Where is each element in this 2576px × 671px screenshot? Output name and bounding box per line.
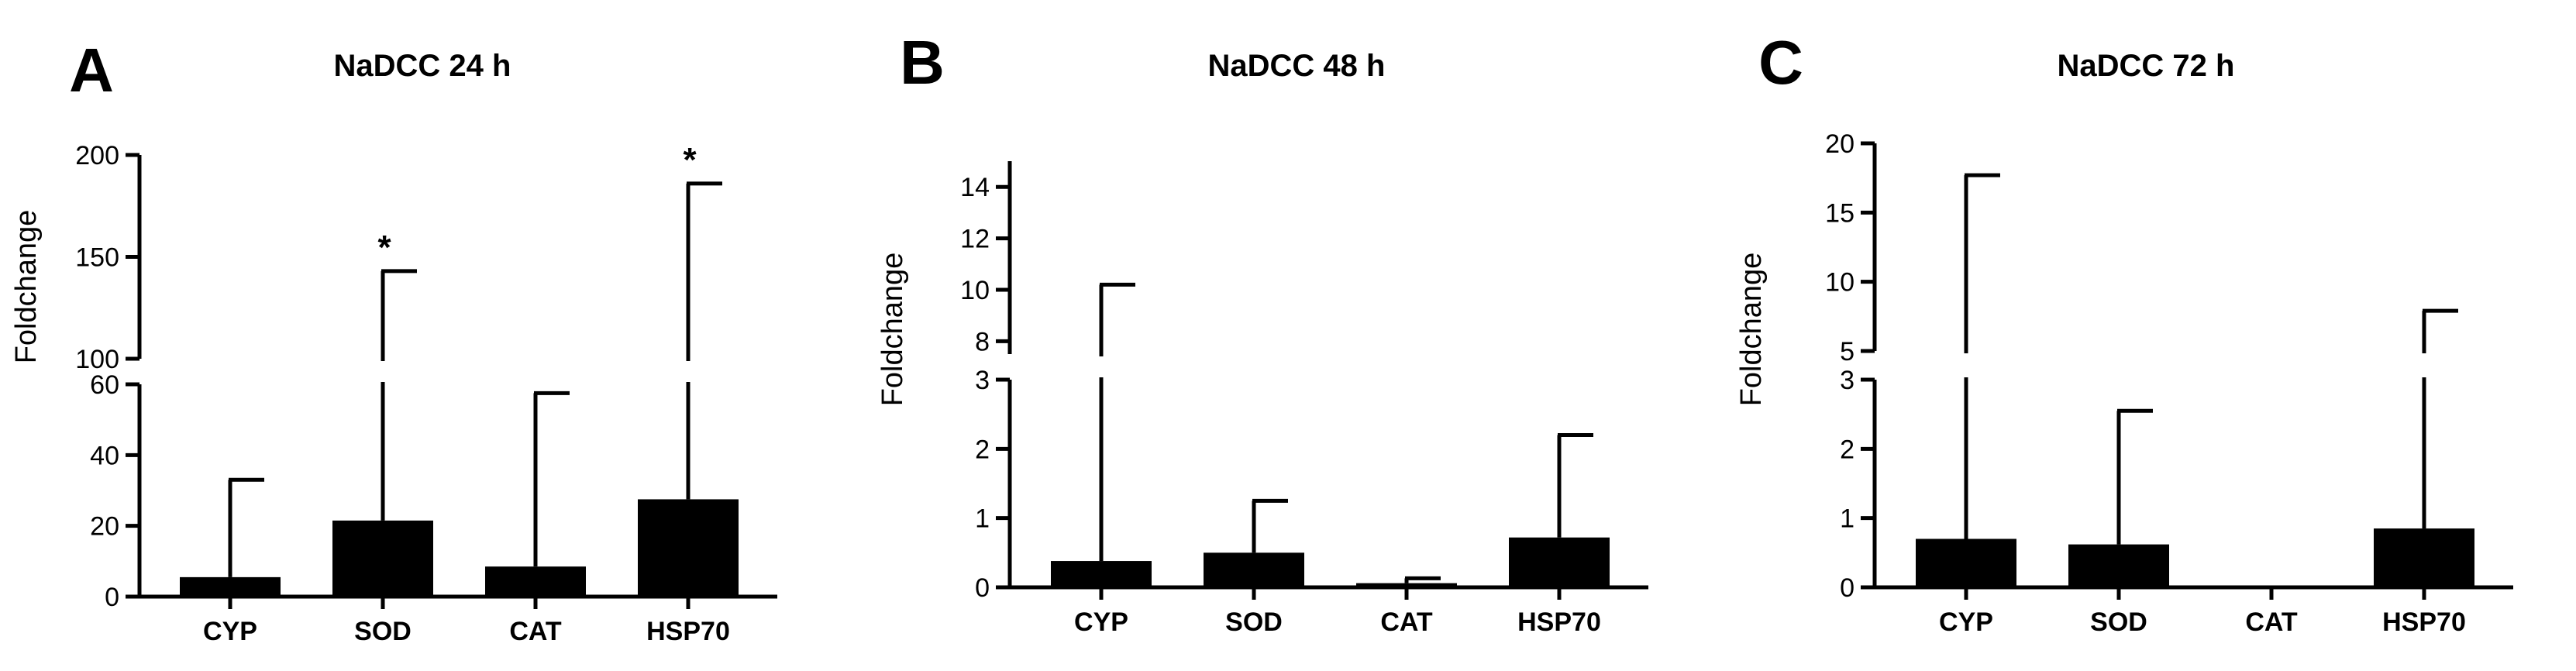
- bar: [485, 566, 586, 597]
- bar: [332, 520, 433, 597]
- x-tick-label: CYP: [1939, 607, 1993, 637]
- bar: [1916, 539, 2016, 587]
- chart-panel-a: A NaDCC 24 h Foldchange 0 20 40 60 100 150 200 CYP…: [0, 0, 859, 671]
- y-tick-label: 0: [105, 583, 119, 612]
- y-axis-label: Foldchange: [876, 253, 909, 407]
- y-tick-label: 20: [90, 512, 119, 542]
- y-tick-label: 40: [90, 441, 119, 470]
- panel-letter: A: [69, 36, 114, 105]
- x-tick-label: CAT: [1380, 607, 1433, 637]
- chart-title: NaDCC 72 h: [2058, 49, 2235, 83]
- y-tick-label: 14: [960, 173, 990, 202]
- x-tick-label: CYP: [1074, 607, 1128, 637]
- y-tick-label: 10: [960, 276, 990, 305]
- y-axis-label: Foldchange: [1735, 253, 1768, 407]
- x-tick-label: SOD: [2090, 607, 2147, 637]
- x-tick-label: HSP70: [646, 617, 730, 646]
- y-tick-label: 1: [975, 504, 990, 534]
- bar: [180, 576, 281, 597]
- y-tick-label: 3: [1840, 366, 1855, 395]
- bar: [1356, 583, 1457, 587]
- y-tick-label: 60: [90, 370, 119, 400]
- y-tick-label: 15: [1825, 198, 1855, 228]
- bar: [2374, 528, 2474, 587]
- x-tick-label: CAT: [2245, 607, 2298, 637]
- bar: [1051, 561, 1152, 587]
- y-tick-label: 2: [975, 435, 990, 464]
- significance-marker: *: [377, 229, 391, 267]
- y-axis-label: Foldchange: [10, 210, 43, 364]
- bar: [1509, 537, 1610, 587]
- chart-panel-c: C NaDCC 72 h Foldchange 0 1 2 3 5 10 15 20 CYP SOD CA…: [1717, 0, 2576, 671]
- y-tick-label: 150: [75, 243, 119, 273]
- chart-panel-b: B NaDCC 48 h Foldchange 0 1 2 3 8 10 12 14 CYP SOD CA…: [859, 0, 1717, 671]
- chart-title: NaDCC 24 h: [334, 49, 511, 83]
- panel-letter: C: [1758, 28, 1803, 97]
- panel-letter: B: [900, 28, 945, 97]
- bar: [638, 499, 739, 597]
- y-tick-label: 2: [1840, 435, 1855, 464]
- x-tick-label: CAT: [509, 617, 562, 646]
- y-tick-label: 3: [975, 366, 990, 395]
- bar: [2068, 544, 2169, 587]
- y-tick-label: 200: [75, 141, 119, 170]
- x-tick-label: HSP70: [2382, 607, 2466, 637]
- y-tick-label: 5: [1840, 337, 1855, 366]
- y-tick-label: 1: [1840, 504, 1855, 534]
- y-tick-label: 10: [1825, 268, 1855, 298]
- x-tick-label: HSP70: [1517, 607, 1601, 637]
- y-tick-label: 0: [1840, 573, 1855, 603]
- y-tick-label: 0: [975, 573, 990, 603]
- x-tick-label: SOD: [354, 617, 412, 646]
- y-tick-label: 20: [1825, 129, 1855, 159]
- chart-title: NaDCC 48 h: [1208, 49, 1386, 83]
- axis-break-gap: [135, 361, 780, 382]
- y-tick-label: 8: [975, 327, 990, 356]
- chart-svg: C NaDCC 72 h Foldchange 0 1 2 35 10 15 20 CYP SOD CA…: [1735, 28, 2516, 637]
- y-tick-label: 12: [960, 225, 990, 254]
- significance-marker: *: [683, 141, 697, 179]
- x-tick-label: SOD: [1225, 607, 1283, 637]
- axis-break-gap: [1005, 356, 1651, 377]
- axis-break-gap: [1870, 353, 2516, 377]
- x-tick-label: CYP: [203, 617, 257, 646]
- y-tick-label: 100: [75, 345, 119, 374]
- bar: [1204, 552, 1304, 587]
